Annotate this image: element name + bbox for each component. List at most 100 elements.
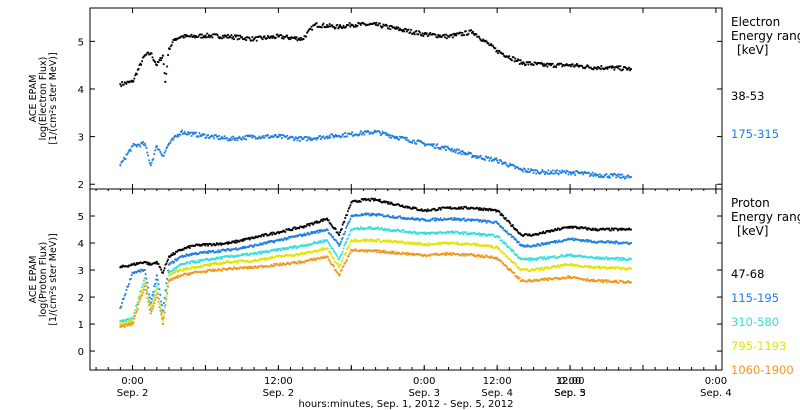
electron-trace-dot <box>311 138 314 141</box>
proton-trace-dot <box>405 252 407 255</box>
electron-trace-dot <box>344 26 347 29</box>
proton-trace-dot <box>500 225 503 228</box>
electron-trace-dot <box>308 136 311 139</box>
proton-trace-dot <box>142 288 145 291</box>
electron-data-point <box>374 23 377 26</box>
electron-trace-dot <box>616 175 619 178</box>
electron-data-point <box>520 61 523 64</box>
electron-trace-dot <box>466 33 469 36</box>
proton-trace-dot <box>214 262 217 264</box>
electron-trace-dot <box>420 141 423 143</box>
proton-trace-dot <box>464 242 466 245</box>
electron-trace-dot <box>458 152 461 154</box>
proton-data-point <box>131 323 134 326</box>
proton-trace-dot <box>185 253 188 256</box>
proton-trace-dot <box>289 262 292 265</box>
proton-ytick-label: 4 <box>78 239 84 250</box>
proton-trace-dot <box>254 258 256 261</box>
proton-trace-dot <box>570 253 572 256</box>
proton-trace-dot <box>607 240 610 242</box>
proton-trace-dot <box>135 262 138 264</box>
electron-trace-dot <box>401 30 404 33</box>
electron-trace-dot <box>521 63 524 66</box>
proton-trace-dot <box>197 259 200 261</box>
proton-trace-dot <box>248 265 251 268</box>
electron-series-38-53 <box>119 21 632 88</box>
proton-trace-dot <box>557 264 559 267</box>
proton-trace-dot <box>323 240 326 243</box>
proton-trace-dot <box>259 253 262 255</box>
proton-trace-dot <box>556 229 558 231</box>
proton-trace-dot <box>417 244 420 246</box>
electron-trace-dot <box>221 37 223 40</box>
proton-trace-dot <box>400 240 403 243</box>
electron-trace-dot <box>342 24 345 27</box>
proton-trace-dot <box>319 249 321 252</box>
electron-trace-dot <box>420 34 423 37</box>
electron-trace-dot <box>201 33 203 36</box>
proton-trace-dot <box>227 268 229 270</box>
proton-trace-dot <box>460 242 463 245</box>
proton-trace-dot <box>541 232 544 235</box>
electron-trace-dot <box>230 34 233 36</box>
proton-trace-dot <box>270 257 273 260</box>
proton-trace-dot <box>278 238 281 241</box>
proton-trace-dot <box>278 232 281 235</box>
proton-trace-dot <box>144 288 147 291</box>
proton-trace-dot <box>156 279 159 281</box>
proton-trace-dot <box>198 243 201 246</box>
proton-trace-dot <box>560 227 563 230</box>
proton-trace-dot <box>135 306 138 309</box>
proton-trace-dot <box>286 247 288 249</box>
electron-trace-dot <box>226 137 229 139</box>
proton-trace-dot <box>478 234 481 237</box>
proton-trace-dot <box>403 241 406 244</box>
proton-trace-dot <box>228 241 230 243</box>
proton-trace-dot <box>326 255 329 258</box>
electron-trace-dot <box>223 34 226 37</box>
proton-trace-dot <box>546 265 549 268</box>
electron-trace-dot <box>190 135 193 137</box>
electron-trace-dot <box>167 144 170 147</box>
electron-legend-entry: 175-315 <box>731 127 779 141</box>
electron-trace-dot <box>268 136 271 139</box>
proton-trace-dot <box>169 262 172 265</box>
proton-trace-dot <box>121 302 124 304</box>
proton-trace-dot <box>465 243 467 246</box>
electron-trace-dot <box>194 36 196 39</box>
electron-trace-dot <box>232 135 235 138</box>
electron-trace-dot <box>557 63 560 66</box>
proton-trace-dot <box>439 217 442 220</box>
electron-trace-dot <box>416 140 419 143</box>
proton-trace-dot <box>156 296 159 299</box>
proton-trace-dot <box>375 249 378 251</box>
proton-trace-dot <box>344 230 347 233</box>
proton-trace-dot <box>568 238 571 241</box>
proton-trace-dot <box>629 267 631 270</box>
proton-trace-dot <box>519 280 522 283</box>
proton-trace-dot <box>276 239 279 241</box>
proton-trace-dot <box>470 252 473 255</box>
electron-trace-dot <box>382 23 385 26</box>
proton-trace-dot <box>233 266 236 269</box>
electron-trace-dot <box>233 137 236 140</box>
proton-trace-dot <box>157 263 160 265</box>
proton-trace-dot <box>369 226 372 228</box>
electron-trace-dot <box>298 37 301 40</box>
electron-trace-dot <box>239 34 242 37</box>
electron-trace-dot <box>306 139 308 142</box>
proton-trace-dot <box>189 253 192 255</box>
electron-trace-dot <box>516 60 519 62</box>
proton-trace-dot <box>406 206 409 209</box>
proton-trace-dot <box>287 254 290 257</box>
proton-trace-dot <box>213 270 216 273</box>
proton-trace-dot <box>612 257 615 260</box>
proton-trace-dot <box>203 250 206 253</box>
proton-trace-dot <box>499 213 502 216</box>
electron-trace-dot <box>188 133 190 136</box>
electron-trace-dot <box>170 138 173 141</box>
proton-trace-dot <box>417 233 420 235</box>
proton-trace-dot <box>609 229 612 232</box>
electron-trace-dot <box>150 52 153 55</box>
electron-trace-dot <box>599 68 602 71</box>
